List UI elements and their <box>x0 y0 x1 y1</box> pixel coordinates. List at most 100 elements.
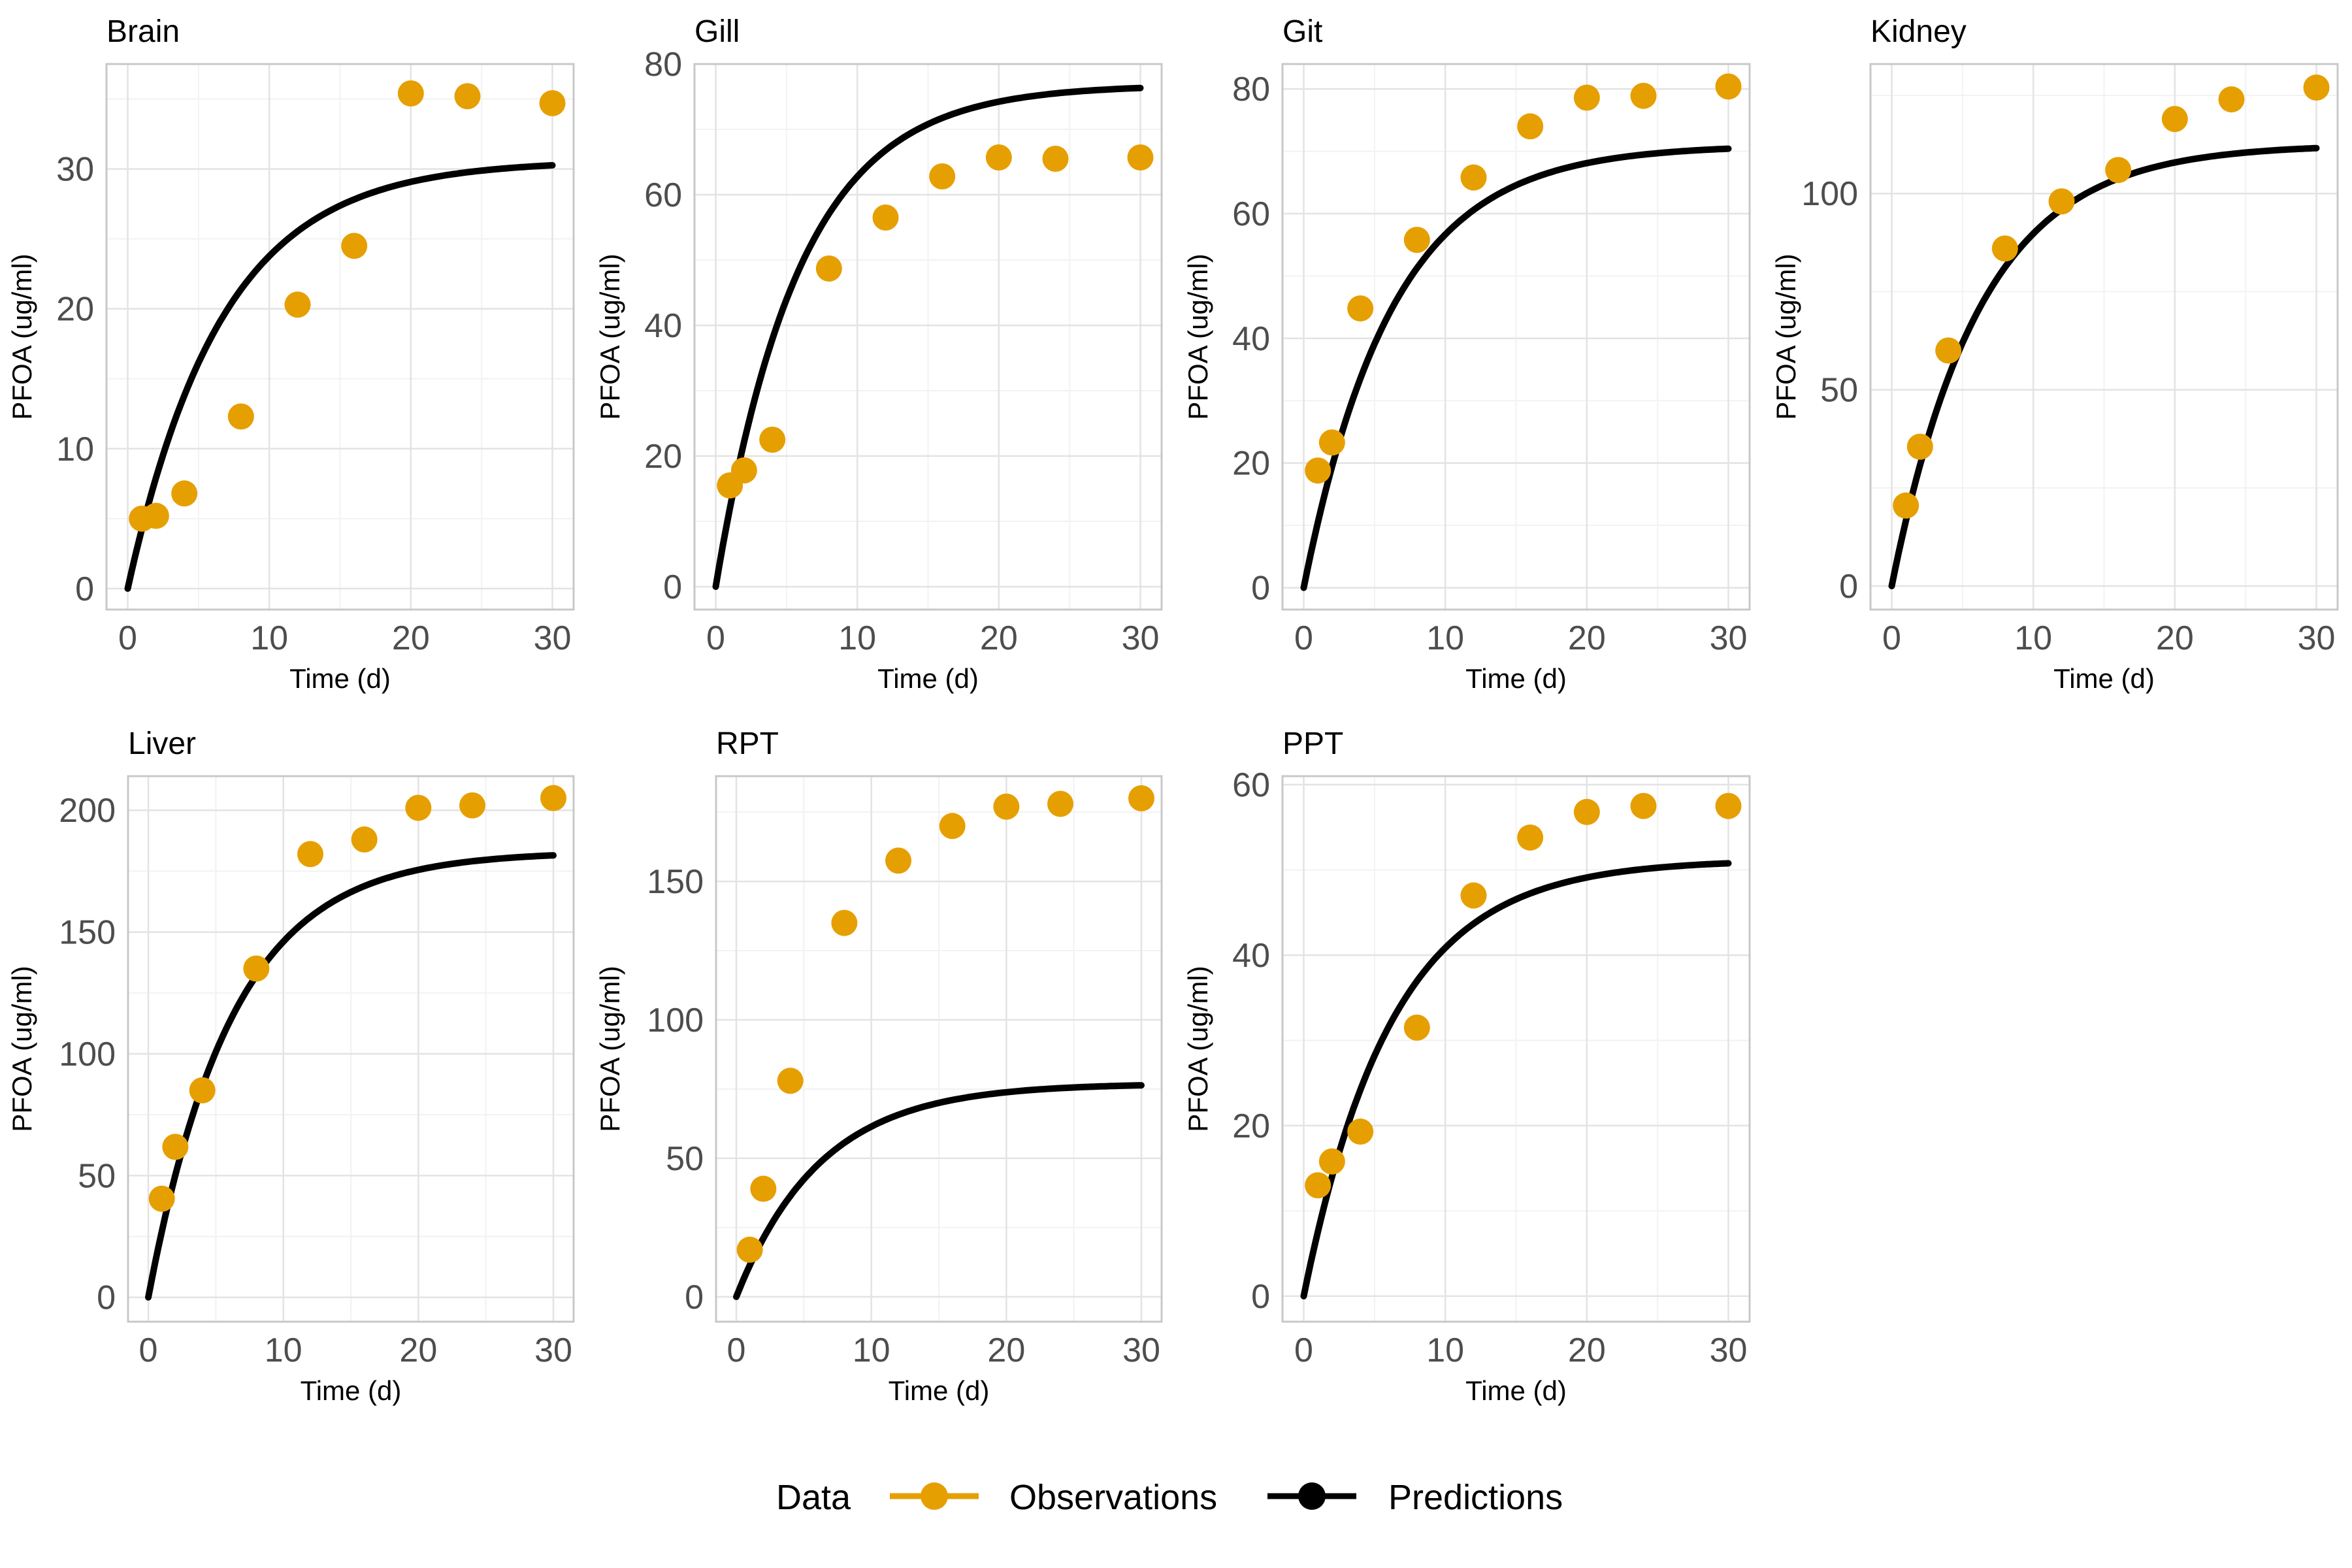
prediction-line <box>1300 145 1732 591</box>
legend-label-predictions: Predictions <box>1388 1478 1563 1517</box>
y-tick-label: 150 <box>647 863 704 901</box>
observation-point <box>1991 235 2018 262</box>
observation-point <box>243 955 270 982</box>
y-tick-label: 30 <box>56 151 94 189</box>
observation-point <box>1403 1014 1430 1041</box>
x-tick-label: 30 <box>1122 619 1160 657</box>
x-tick-label: 10 <box>265 1331 302 1369</box>
panel-border <box>715 775 1163 1323</box>
observation-point <box>142 502 169 529</box>
x-axis-label: Time (d) <box>2053 663 2155 694</box>
y-tick-label: 20 <box>1232 445 1270 483</box>
observation-point <box>815 255 842 282</box>
panel-rpt: 0 10 20 30 0 50 100 150 RPT Time (d) PFOA (ug/ml) <box>595 727 1163 1406</box>
x-tick-label: 30 <box>1710 1331 1748 1369</box>
panel-border <box>127 775 575 1323</box>
y-tick-label: 60 <box>1232 766 1270 804</box>
panel-git: 0 10 20 30 0 20 40 60 80 Git Time (d) PFOA (ug/ml) <box>1183 14 1751 694</box>
observation-point <box>1517 824 1544 851</box>
observation-point <box>405 794 432 821</box>
observation-point <box>759 427 786 453</box>
y-tick-label: 0 <box>97 1279 116 1317</box>
observation-point <box>939 813 966 840</box>
observation-point <box>885 847 911 874</box>
observation-point <box>730 457 757 483</box>
observation-point <box>993 793 1020 820</box>
observation-point <box>1127 144 1154 171</box>
panel-border <box>1281 775 1751 1323</box>
x-tick-label: 20 <box>1568 1331 1606 1369</box>
observation-point <box>1630 82 1657 109</box>
panel-title: Liver <box>128 727 196 761</box>
y-axis-label: PFOA (ug/ml) <box>1183 966 1213 1132</box>
observation-point <box>284 291 311 318</box>
x-tick-label: 20 <box>392 619 430 657</box>
y-tick-label: 60 <box>644 176 682 214</box>
y-tick-label: 0 <box>1839 568 1858 606</box>
observation-point <box>2218 86 2245 113</box>
x-tick-label: 0 <box>727 1331 746 1369</box>
x-axis-label: Time (d) <box>1465 1375 1567 1406</box>
observation-point <box>1347 295 1374 322</box>
y-tick-label: 0 <box>663 568 682 606</box>
panel-border <box>105 63 575 611</box>
x-tick-label: 30 <box>1710 619 1748 657</box>
panel-border <box>693 63 1163 611</box>
panel-border <box>1869 63 2339 611</box>
legend-key-predictions-point <box>1298 1482 1326 1510</box>
y-tick-label: 0 <box>1251 570 1270 608</box>
x-axis-label: Time (d) <box>877 663 979 694</box>
x-tick-label: 10 <box>250 619 288 657</box>
x-tick-label: 0 <box>118 619 137 657</box>
panel-title: Brain <box>106 14 180 49</box>
y-tick-label: 40 <box>1232 320 1270 358</box>
x-tick-label: 20 <box>399 1331 437 1369</box>
y-tick-label: 80 <box>644 46 682 84</box>
observation-point <box>736 1236 763 1263</box>
panel-title: Gill <box>694 14 740 49</box>
observation-point <box>1403 227 1430 253</box>
y-tick-label: 20 <box>1232 1107 1270 1145</box>
prediction-line <box>733 1082 1145 1300</box>
observation-point <box>540 785 566 811</box>
x-tick-label: 10 <box>1426 1331 1464 1369</box>
x-tick-label: 0 <box>1294 619 1313 657</box>
observation-point <box>1047 791 1073 817</box>
prediction-line <box>145 852 557 1301</box>
y-tick-label: 150 <box>59 914 116 952</box>
panel-title: PPT <box>1282 727 1343 761</box>
y-axis-label: PFOA (ug/ml) <box>595 253 625 419</box>
observation-point <box>1305 457 1331 484</box>
y-tick-label: 100 <box>1801 175 1858 213</box>
observation-point <box>1318 1148 1345 1175</box>
prediction-line <box>1300 860 1732 1299</box>
x-tick-label: 10 <box>838 619 876 657</box>
y-axis-label: PFOA (ug/ml) <box>7 253 37 419</box>
x-tick-label: 10 <box>853 1331 890 1369</box>
y-tick-label: 50 <box>1820 372 1858 410</box>
y-tick-label: 0 <box>75 570 94 608</box>
x-tick-label: 20 <box>2156 619 2194 657</box>
legend-title: Data <box>776 1478 851 1517</box>
legend-label-observations: Observations <box>1009 1478 1217 1517</box>
legend-key-observations-point <box>921 1482 948 1510</box>
observation-point <box>1305 1172 1331 1199</box>
observation-point <box>1715 792 1742 819</box>
panel-kidney: 0 10 20 30 0 50 100 Kidney Time (d) PFOA (ug/ml) <box>1771 14 2339 694</box>
observation-point <box>454 83 481 110</box>
y-tick-label: 80 <box>1232 71 1270 108</box>
observation-point <box>227 403 254 430</box>
observation-point <box>929 163 956 189</box>
x-axis-label: Time (d) <box>301 1375 402 1406</box>
observation-point <box>777 1068 804 1094</box>
y-tick-label: 0 <box>685 1279 704 1316</box>
observation-point <box>872 204 899 231</box>
panel-ppt: 0 10 20 30 0 20 40 60 PPT Time (d) PFOA (ug/ml) <box>1183 727 1751 1406</box>
x-tick-label: 0 <box>1882 619 1901 657</box>
observation-point <box>2161 106 2188 133</box>
y-tick-label: 60 <box>1232 195 1270 233</box>
observation-point <box>831 909 858 936</box>
observation-point <box>539 90 566 116</box>
observation-point <box>1460 164 1487 191</box>
